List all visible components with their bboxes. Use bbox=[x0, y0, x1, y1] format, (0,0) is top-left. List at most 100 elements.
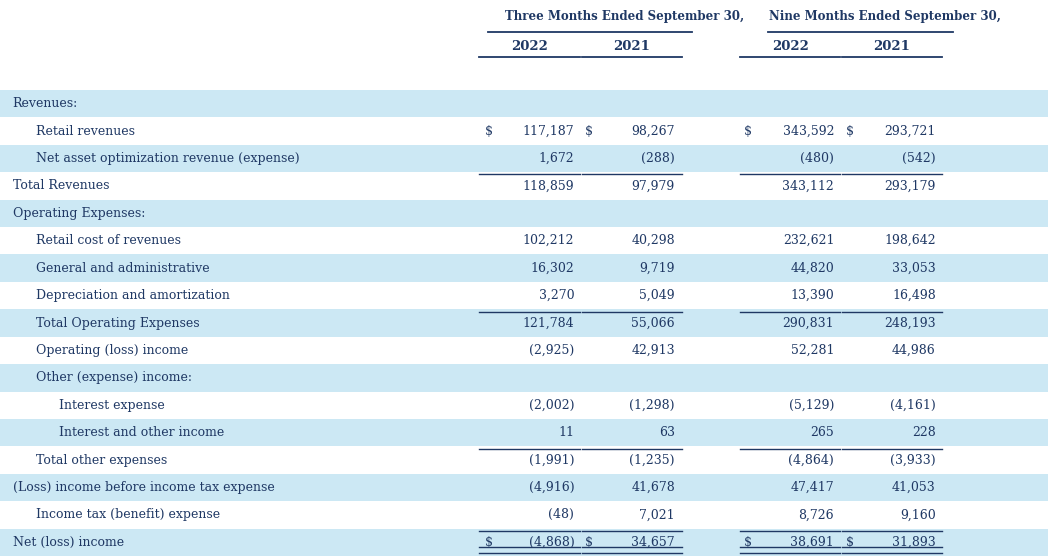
Text: Interest expense: Interest expense bbox=[59, 399, 165, 412]
Text: (1,298): (1,298) bbox=[630, 399, 675, 412]
Text: 198,642: 198,642 bbox=[885, 234, 936, 247]
Text: 2021: 2021 bbox=[873, 40, 911, 53]
Text: 44,986: 44,986 bbox=[892, 344, 936, 357]
Text: 33,053: 33,053 bbox=[892, 262, 936, 275]
Text: (4,161): (4,161) bbox=[890, 399, 936, 412]
Text: Interest and other income: Interest and other income bbox=[59, 426, 224, 439]
Bar bbox=[0, 446, 1048, 474]
Text: (4,916): (4,916) bbox=[528, 481, 574, 494]
Text: 118,859: 118,859 bbox=[523, 180, 574, 192]
Text: Total Revenues: Total Revenues bbox=[13, 180, 109, 192]
Text: $: $ bbox=[485, 125, 494, 138]
Text: 47,417: 47,417 bbox=[790, 481, 834, 494]
Text: 16,302: 16,302 bbox=[530, 262, 574, 275]
Bar bbox=[0, 364, 1048, 391]
Text: 98,267: 98,267 bbox=[631, 125, 675, 138]
Text: 7,021: 7,021 bbox=[639, 508, 675, 522]
Text: 34,657: 34,657 bbox=[631, 536, 675, 549]
Bar bbox=[0, 90, 1048, 117]
Text: $: $ bbox=[846, 125, 854, 138]
Bar bbox=[0, 474, 1048, 501]
Text: Total other expenses: Total other expenses bbox=[36, 454, 167, 466]
Text: 40,298: 40,298 bbox=[631, 234, 675, 247]
Text: $: $ bbox=[744, 125, 752, 138]
Text: (Loss) income before income tax expense: (Loss) income before income tax expense bbox=[13, 481, 275, 494]
Text: 8,726: 8,726 bbox=[799, 508, 834, 522]
Text: 290,831: 290,831 bbox=[783, 316, 834, 330]
Text: 11: 11 bbox=[559, 426, 574, 439]
Text: 293,179: 293,179 bbox=[885, 180, 936, 192]
Text: 117,187: 117,187 bbox=[523, 125, 574, 138]
Text: 52,281: 52,281 bbox=[790, 344, 834, 357]
Bar bbox=[0, 255, 1048, 282]
Bar bbox=[0, 117, 1048, 145]
Text: Retail revenues: Retail revenues bbox=[36, 125, 134, 138]
Text: (3,933): (3,933) bbox=[890, 454, 936, 466]
Text: (4,864): (4,864) bbox=[788, 454, 834, 466]
Bar bbox=[0, 200, 1048, 227]
Text: Total Operating Expenses: Total Operating Expenses bbox=[36, 316, 199, 330]
Bar bbox=[0, 227, 1048, 255]
Text: 265: 265 bbox=[810, 426, 834, 439]
Bar bbox=[0, 309, 1048, 337]
Bar bbox=[0, 282, 1048, 309]
Text: 2022: 2022 bbox=[510, 40, 548, 53]
Text: 9,160: 9,160 bbox=[900, 508, 936, 522]
Text: 97,979: 97,979 bbox=[632, 180, 675, 192]
Text: General and administrative: General and administrative bbox=[36, 262, 210, 275]
Text: 41,053: 41,053 bbox=[892, 481, 936, 494]
Text: 31,893: 31,893 bbox=[892, 536, 936, 549]
Text: 121,784: 121,784 bbox=[523, 316, 574, 330]
Bar bbox=[0, 529, 1048, 556]
Bar bbox=[0, 419, 1048, 446]
Text: 3,270: 3,270 bbox=[539, 289, 574, 302]
Text: 42,913: 42,913 bbox=[631, 344, 675, 357]
Text: 41,678: 41,678 bbox=[631, 481, 675, 494]
Text: Other (expense) income:: Other (expense) income: bbox=[36, 371, 192, 384]
Text: (1,991): (1,991) bbox=[529, 454, 574, 466]
Text: 293,721: 293,721 bbox=[885, 125, 936, 138]
Text: (5,129): (5,129) bbox=[789, 399, 834, 412]
Text: 38,691: 38,691 bbox=[790, 536, 834, 549]
Text: Revenues:: Revenues: bbox=[13, 97, 78, 110]
Text: (480): (480) bbox=[801, 152, 834, 165]
Text: (48): (48) bbox=[548, 508, 574, 522]
Text: 16,498: 16,498 bbox=[892, 289, 936, 302]
Text: 343,592: 343,592 bbox=[783, 125, 834, 138]
Text: 228: 228 bbox=[912, 426, 936, 439]
Text: 5,049: 5,049 bbox=[639, 289, 675, 302]
Text: Net asset optimization revenue (expense): Net asset optimization revenue (expense) bbox=[36, 152, 300, 165]
Bar bbox=[0, 145, 1048, 172]
Text: $: $ bbox=[585, 125, 593, 138]
Text: (4,868): (4,868) bbox=[528, 536, 574, 549]
Text: Income tax (benefit) expense: Income tax (benefit) expense bbox=[36, 508, 220, 522]
Text: Nine Months Ended September 30,: Nine Months Ended September 30, bbox=[769, 10, 1001, 23]
Text: Depreciation and amortization: Depreciation and amortization bbox=[36, 289, 230, 302]
Text: 9,719: 9,719 bbox=[639, 262, 675, 275]
Text: $: $ bbox=[585, 536, 593, 549]
Text: 2022: 2022 bbox=[771, 40, 809, 53]
Text: $: $ bbox=[846, 536, 854, 549]
Bar bbox=[0, 337, 1048, 364]
Bar bbox=[0, 391, 1048, 419]
Bar bbox=[0, 501, 1048, 529]
Text: 102,212: 102,212 bbox=[523, 234, 574, 247]
Text: 232,621: 232,621 bbox=[783, 234, 834, 247]
Text: 55,066: 55,066 bbox=[631, 316, 675, 330]
Bar bbox=[0, 0, 1048, 90]
Text: 13,390: 13,390 bbox=[790, 289, 834, 302]
Text: $: $ bbox=[485, 536, 494, 549]
Text: Operating Expenses:: Operating Expenses: bbox=[13, 207, 145, 220]
Text: (2,925): (2,925) bbox=[529, 344, 574, 357]
Text: 248,193: 248,193 bbox=[885, 316, 936, 330]
Text: Retail cost of revenues: Retail cost of revenues bbox=[36, 234, 180, 247]
Text: 2021: 2021 bbox=[613, 40, 651, 53]
Text: 343,112: 343,112 bbox=[783, 180, 834, 192]
Text: 1,672: 1,672 bbox=[539, 152, 574, 165]
Text: (2,002): (2,002) bbox=[529, 399, 574, 412]
Text: (542): (542) bbox=[902, 152, 936, 165]
Text: (288): (288) bbox=[641, 152, 675, 165]
Text: $: $ bbox=[744, 536, 752, 549]
Text: Operating (loss) income: Operating (loss) income bbox=[36, 344, 188, 357]
Text: (1,235): (1,235) bbox=[630, 454, 675, 466]
